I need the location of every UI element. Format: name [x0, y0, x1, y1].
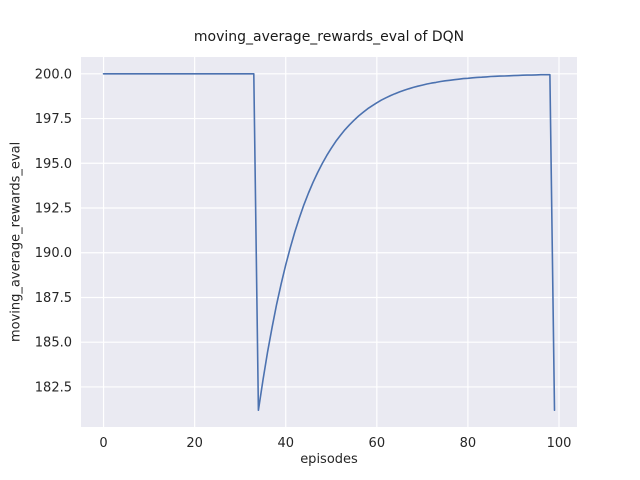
y-tick-label: 190.0: [35, 246, 72, 261]
x-tick-label: 0: [99, 436, 107, 451]
x-tick-label: 60: [369, 436, 386, 451]
x-tick-label: 100: [547, 436, 572, 451]
series-line-dqn: [102, 73, 556, 412]
chart-title: moving_average_rewards_eval of DQN: [193, 29, 465, 45]
plot-panel: [81, 57, 577, 427]
y-tick-label: 185.0: [35, 336, 72, 351]
x-axis-label: episodes: [300, 452, 358, 467]
y-tick-label: 192.5: [35, 202, 72, 217]
x-tick-label: 20: [186, 436, 203, 451]
y-tick-label: 195.0: [35, 157, 72, 172]
y-tick-label: 187.5: [35, 291, 72, 306]
y-axis-label: moving_average_rewards_eval: [8, 141, 24, 343]
y-tick-label: 182.5: [35, 380, 72, 395]
y-tick-label: 200.0: [35, 67, 72, 82]
x-tick-label: 40: [277, 436, 294, 451]
x-tick-label: 80: [460, 436, 477, 451]
y-tick-label: 197.5: [35, 112, 72, 127]
